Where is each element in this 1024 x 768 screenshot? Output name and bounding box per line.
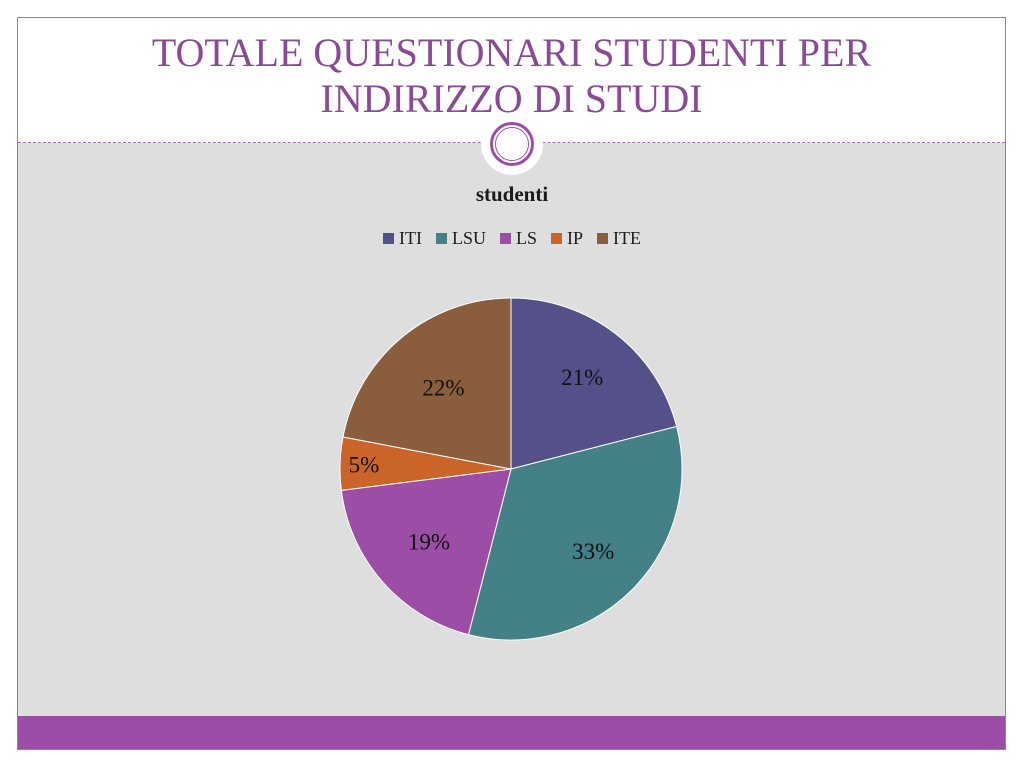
legend-item-ip: IP — [551, 228, 583, 249]
legend-item-ite: ITE — [597, 228, 641, 249]
legend-swatch — [597, 233, 609, 244]
pie-slice-ite — [342, 297, 512, 470]
pie-slice-iti — [510, 297, 678, 470]
legend-swatch — [435, 233, 447, 244]
ornament-outer-ring — [490, 122, 534, 166]
chart-title: studenti — [475, 182, 549, 206]
chart-legend: ITI LSU LS IP ITE — [0, 228, 1024, 249]
legend-label: LSU — [451, 228, 486, 248]
legend-swatch — [382, 233, 394, 244]
pie-data-label-lsu: 33% — [572, 539, 614, 564]
legend-swatch — [551, 233, 562, 244]
ornament-inner-ring — [495, 127, 529, 161]
legend-swatch — [499, 233, 511, 244]
legend-item-iti: ITI — [382, 228, 422, 249]
legend-item-lsu: LSU — [435, 228, 486, 249]
pie-data-label-ite: 22% — [422, 375, 464, 400]
legend-item-ls: LS — [499, 228, 537, 249]
legend-label: ITE — [613, 228, 641, 248]
pie-data-label-iti: 21% — [561, 365, 603, 390]
legend-label: ITI — [398, 228, 422, 248]
legend-label: IP — [567, 228, 584, 248]
pie-slice-lsu — [467, 425, 683, 641]
footer-bar — [18, 716, 1005, 749]
slide-title: TOTALE QUESTIONARI STUDENTI PER INDIRIZZ… — [151, 30, 872, 121]
pie-data-label-ip: 5% — [349, 452, 380, 477]
legend-label: LS — [515, 228, 537, 248]
circle-ornament-icon — [481, 113, 543, 175]
pie-slice-ls — [340, 468, 512, 636]
pie-data-label-ls: 19% — [408, 529, 450, 554]
